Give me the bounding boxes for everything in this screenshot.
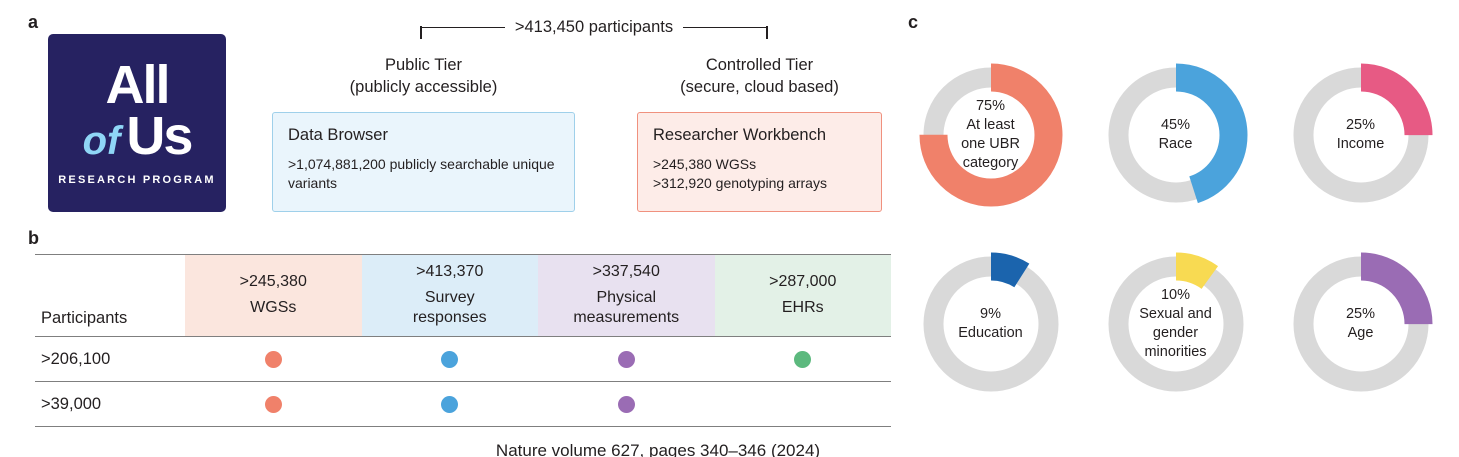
dot-cell — [715, 337, 892, 381]
donut-chart: 9% Education — [914, 247, 1068, 401]
participants-column-header: Participants — [41, 309, 128, 327]
column-header-ehrs: >287,000 EHRs — [714, 255, 891, 336]
logo-word-us: Us — [126, 106, 193, 166]
column-header-value: >245,380 — [239, 273, 307, 291]
bracket-label: >413,450 participants — [514, 17, 674, 36]
data-availability-dot — [617, 395, 635, 413]
donut-chart: 75% At least one UBR category — [914, 58, 1068, 212]
dot-cell — [538, 337, 715, 381]
donut-svg — [919, 252, 1062, 396]
panel-a-label: a — [28, 12, 39, 32]
controlled-tier-heading: Controlled Tier (secure, cloud based) — [637, 55, 882, 99]
data-availability-dot — [264, 395, 282, 413]
column-header-physical-measurements: >337,540 Physical measurements — [538, 255, 715, 336]
dot-cell — [185, 337, 362, 381]
figure-footer: Nature volume 627, pages 340–346 (2024) — [495, 441, 821, 457]
dot-cell — [538, 382, 715, 426]
donut-svg — [1104, 63, 1247, 207]
column-header-name: Physical measurements — [573, 288, 680, 327]
participants-bracket: >413,450 participants — [420, 13, 768, 41]
donut-percent: 25% — [1345, 117, 1376, 134]
donut-svg — [1104, 252, 1247, 396]
dot-cell — [362, 337, 539, 381]
column-header-wgss: >245,380 WGSs — [185, 255, 362, 336]
table-row: >39,000 — [35, 382, 891, 427]
dot-cell — [362, 382, 539, 426]
table-row: >206,100 — [35, 337, 891, 382]
public-tier-heading: Public Tier (publicly accessible) — [272, 55, 575, 99]
donut-chart: 10% Sexual and gender minorities — [1099, 247, 1253, 401]
data-availability-dot — [794, 350, 812, 368]
donut-arc — [1104, 252, 1247, 396]
donut-arc — [919, 63, 1062, 207]
logo-subtitle: RESEARCH PROGRAM — [58, 174, 216, 187]
researcher-workbench-line2: >312,920 genotyping arrays — [653, 175, 827, 192]
donut-chart: 45% Race — [1099, 58, 1253, 212]
donut-label: 75% At least one UBR category — [961, 98, 1020, 171]
donut-svg — [1289, 63, 1432, 207]
logo-word-of: of — [82, 119, 121, 163]
donut-percent: 9% — [980, 306, 1001, 323]
column-header-survey-responses: >413,370 Survey responses — [361, 255, 538, 336]
donut-label: 25% Income — [1336, 117, 1385, 152]
panel-c-label: c — [908, 12, 919, 32]
data-availability-dot — [617, 350, 635, 368]
donut-arc — [1289, 252, 1432, 396]
donut-percent: 10% — [1160, 287, 1191, 304]
data-browser-title: Data Browser — [288, 126, 388, 144]
column-header-name: Survey responses — [412, 288, 487, 327]
donut-svg — [1289, 252, 1432, 396]
researcher-workbench-box: Researcher Workbench >245,380 WGSs >312,… — [637, 112, 882, 212]
bracket-line-left — [420, 26, 505, 28]
donut-arc — [919, 252, 1062, 396]
column-header-value: >413,370 — [416, 262, 484, 280]
data-browser-box: Data Browser >1,074,881,200 publicly sea… — [272, 112, 575, 212]
donut-arc — [1289, 63, 1432, 207]
data-availability-dot — [441, 395, 459, 413]
column-header-value: >287,000 — [769, 273, 837, 291]
dot-cell — [715, 382, 892, 426]
column-header-value: >337,540 — [592, 262, 660, 280]
data-browser-text: >1,074,881,200 publicly searchable uniqu… — [288, 156, 555, 192]
researcher-workbench-line1: >245,380 WGSs — [653, 156, 757, 172]
allofus-logo: All of Us RESEARCH PROGRAM — [48, 34, 226, 212]
donut-label: 45% Race — [1158, 117, 1193, 152]
bracket-line-right — [683, 26, 768, 28]
donut-label: 10% Sexual and gender minorities — [1139, 287, 1212, 360]
donut-label: 25% Age — [1345, 306, 1376, 341]
row-participant-count: >39,000 — [41, 394, 102, 413]
column-header-name: WGSs — [250, 299, 297, 316]
dot-cell — [185, 382, 362, 426]
donut-chart: 25% Income — [1284, 58, 1438, 212]
donut-arc — [1104, 63, 1247, 207]
donut-svg — [919, 63, 1062, 207]
donut-percent: 75% — [975, 98, 1006, 115]
row-participant-count: >206,100 — [41, 349, 111, 368]
column-header-name: EHRs — [781, 299, 824, 316]
data-availability-dot — [264, 350, 282, 368]
donut-percent: 45% — [1160, 117, 1191, 134]
donut-percent: 25% — [1345, 306, 1376, 323]
donut-chart: 25% Age — [1284, 247, 1438, 401]
donut-label: 9% Education — [958, 306, 1023, 341]
bracket-tick-left — [420, 26, 422, 39]
controlled-tier-subtitle: (secure, cloud based) — [680, 77, 839, 96]
public-tier-title: Public Tier — [384, 56, 463, 74]
logo-word-all: All — [105, 54, 170, 115]
researcher-workbench-title: Researcher Workbench — [653, 126, 827, 144]
logo-word-ofus: of Us — [82, 106, 194, 166]
participants-table: Participants >245,380 WGSs >413,370 Survey re… — [35, 254, 891, 427]
data-availability-dot — [441, 350, 459, 368]
table-header-row: Participants >245,380 WGSs >413,370 Survey re… — [35, 255, 891, 337]
controlled-tier-title: Controlled Tier — [705, 56, 814, 74]
bracket-tick-right — [766, 26, 768, 39]
panel-b-label: b — [28, 228, 39, 248]
donut-grid: 75% At least one UBR category 45% Race 25% Inco… — [898, 58, 1453, 401]
public-tier-subtitle: (publicly accessible) — [349, 77, 498, 96]
